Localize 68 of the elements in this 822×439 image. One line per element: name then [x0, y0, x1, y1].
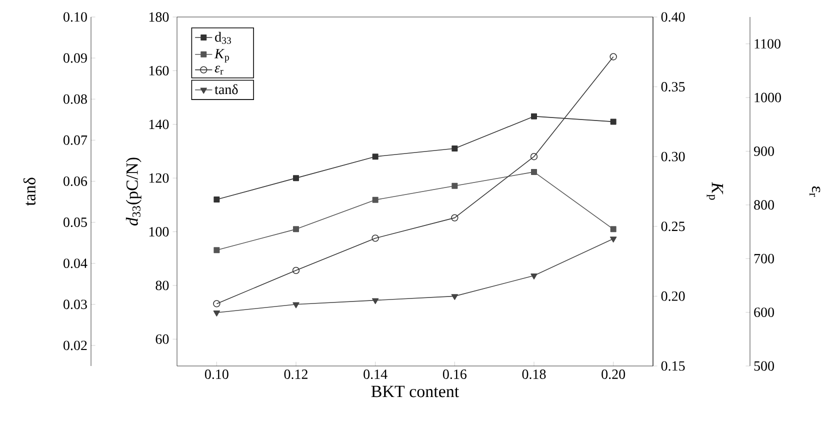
y2-tick-label: 0.15	[661, 361, 685, 371]
y-tick-label: 0.03	[64, 300, 87, 310]
y3-tick-label: 800	[754, 200, 774, 210]
point	[451, 294, 458, 300]
point	[451, 214, 458, 222]
x-tick-label: 0.20	[602, 370, 626, 380]
y-tick-label: 60	[156, 334, 169, 344]
y3-tick-label: 1100	[754, 39, 780, 49]
y3-tick-label: 500	[754, 361, 774, 371]
point	[292, 302, 300, 308]
y2-tick-label: 0.40	[661, 12, 685, 22]
x-tick-label: 0.16	[442, 370, 467, 380]
y3-tick-label: 900	[754, 146, 774, 156]
y3-tick-label: 600	[754, 308, 774, 318]
point	[214, 247, 220, 254]
y-tick-label: 0.08	[64, 94, 87, 104]
y3-tick-label: 700	[754, 254, 774, 264]
legend-label: d$_{33}$	[215, 32, 231, 44]
y-tick-label: 0.07	[64, 135, 88, 145]
point	[452, 182, 458, 189]
x-tick-label: 0.10	[204, 370, 228, 380]
y2-tick-label: 0.30	[661, 152, 685, 162]
legend-label: ε$_{r}$	[214, 66, 224, 74]
y-axis-title: d$_{33}$(pC/N)	[126, 158, 142, 226]
y-tick-label: 80	[156, 280, 169, 290]
point	[372, 196, 378, 203]
point	[292, 266, 300, 274]
point	[610, 226, 616, 232]
y-tick-label: 180	[149, 12, 169, 22]
point	[530, 152, 538, 160]
y2-axis-title: K$_{p}$	[706, 182, 724, 200]
x-tick-label: 0.14	[364, 370, 388, 380]
y-tick-label: 140	[149, 120, 169, 130]
y2-tick-label: 0.25	[661, 222, 685, 232]
point	[452, 146, 458, 152]
y-tick-label: 100	[149, 227, 169, 236]
point	[610, 236, 617, 243]
y-tick-label: 0.04	[64, 258, 88, 268]
y-tick-label: 0.06	[64, 176, 88, 186]
point	[293, 226, 300, 232]
y-tick-label: 0.05	[64, 218, 87, 228]
y-tick-label: 0.09	[64, 53, 87, 63]
y-tick-label: 0.02	[64, 340, 87, 350]
y-tick-label: 0.10	[64, 12, 87, 22]
y3-tick-label: 1000	[754, 92, 781, 102]
x-tick-label: 0.18	[522, 370, 546, 380]
y2-tick-label: 0.35	[661, 82, 685, 92]
point	[372, 154, 378, 160]
y-tick-label: 120	[149, 173, 169, 183]
legend-label: K$_{p}$	[214, 49, 230, 62]
y2-tick-label: 0.20	[661, 291, 685, 301]
point	[610, 118, 616, 125]
y-axis-title: tanδ	[23, 178, 36, 206]
x-axis-title: BKT content	[371, 386, 460, 398]
point	[213, 300, 220, 308]
point	[530, 274, 538, 280]
point	[610, 53, 617, 60]
y-tick-label: 160	[149, 66, 169, 76]
point	[372, 234, 379, 242]
point	[213, 310, 220, 316]
point	[372, 298, 379, 304]
y3-axis-title: ε$_{r}$	[810, 186, 820, 197]
point	[531, 113, 537, 120]
legend-label: tanδ	[214, 84, 238, 94]
point	[531, 168, 537, 175]
point	[293, 175, 300, 182]
point	[214, 196, 220, 203]
x-tick-label: 0.12	[284, 370, 308, 380]
